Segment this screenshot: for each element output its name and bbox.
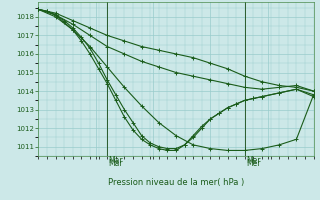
Text: Mer: Mer: [246, 156, 261, 165]
Text: Mar: Mar: [108, 156, 123, 165]
Text: Mer: Mer: [246, 159, 261, 168]
Text: Mar: Mar: [108, 159, 123, 168]
X-axis label: Pression niveau de la mer( hPa ): Pression niveau de la mer( hPa ): [108, 178, 244, 187]
